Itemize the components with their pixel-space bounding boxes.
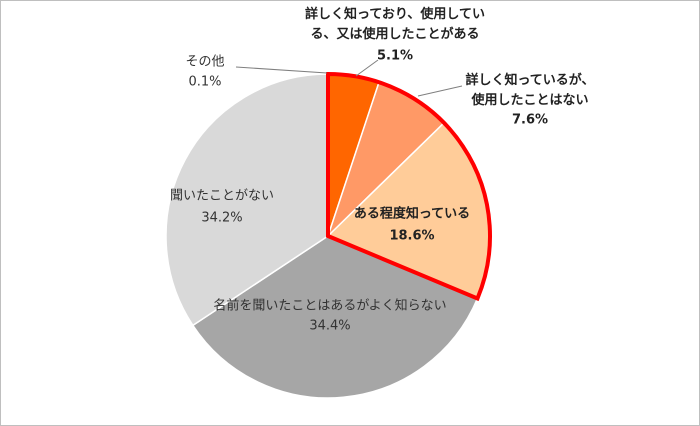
category-label: 聞いたことがない xyxy=(170,189,274,204)
leader-line xyxy=(417,85,463,97)
category-label: ある程度知っている xyxy=(354,206,470,222)
category-label: その他 xyxy=(185,55,224,70)
pie-slice xyxy=(191,235,479,399)
leader-line xyxy=(355,59,379,77)
pie-slice xyxy=(165,73,329,327)
category-label: 詳しく知っているが、使用したことはない xyxy=(465,72,594,108)
category-label: 名前を聞いたことはあるがよく知らない xyxy=(213,298,446,314)
highlight-outline xyxy=(326,71,492,302)
value-label: 5.1% xyxy=(377,49,413,64)
value-label: 0.1% xyxy=(188,75,221,90)
value-label: 34.4% xyxy=(309,319,350,334)
value-label: 18.6% xyxy=(389,229,434,244)
category-label: 詳しく知っており、使用している、又は使用したことがある xyxy=(305,6,485,42)
value-label: 34.2% xyxy=(201,211,242,226)
value-label: 7.6% xyxy=(512,113,548,128)
leader-line xyxy=(235,66,328,74)
